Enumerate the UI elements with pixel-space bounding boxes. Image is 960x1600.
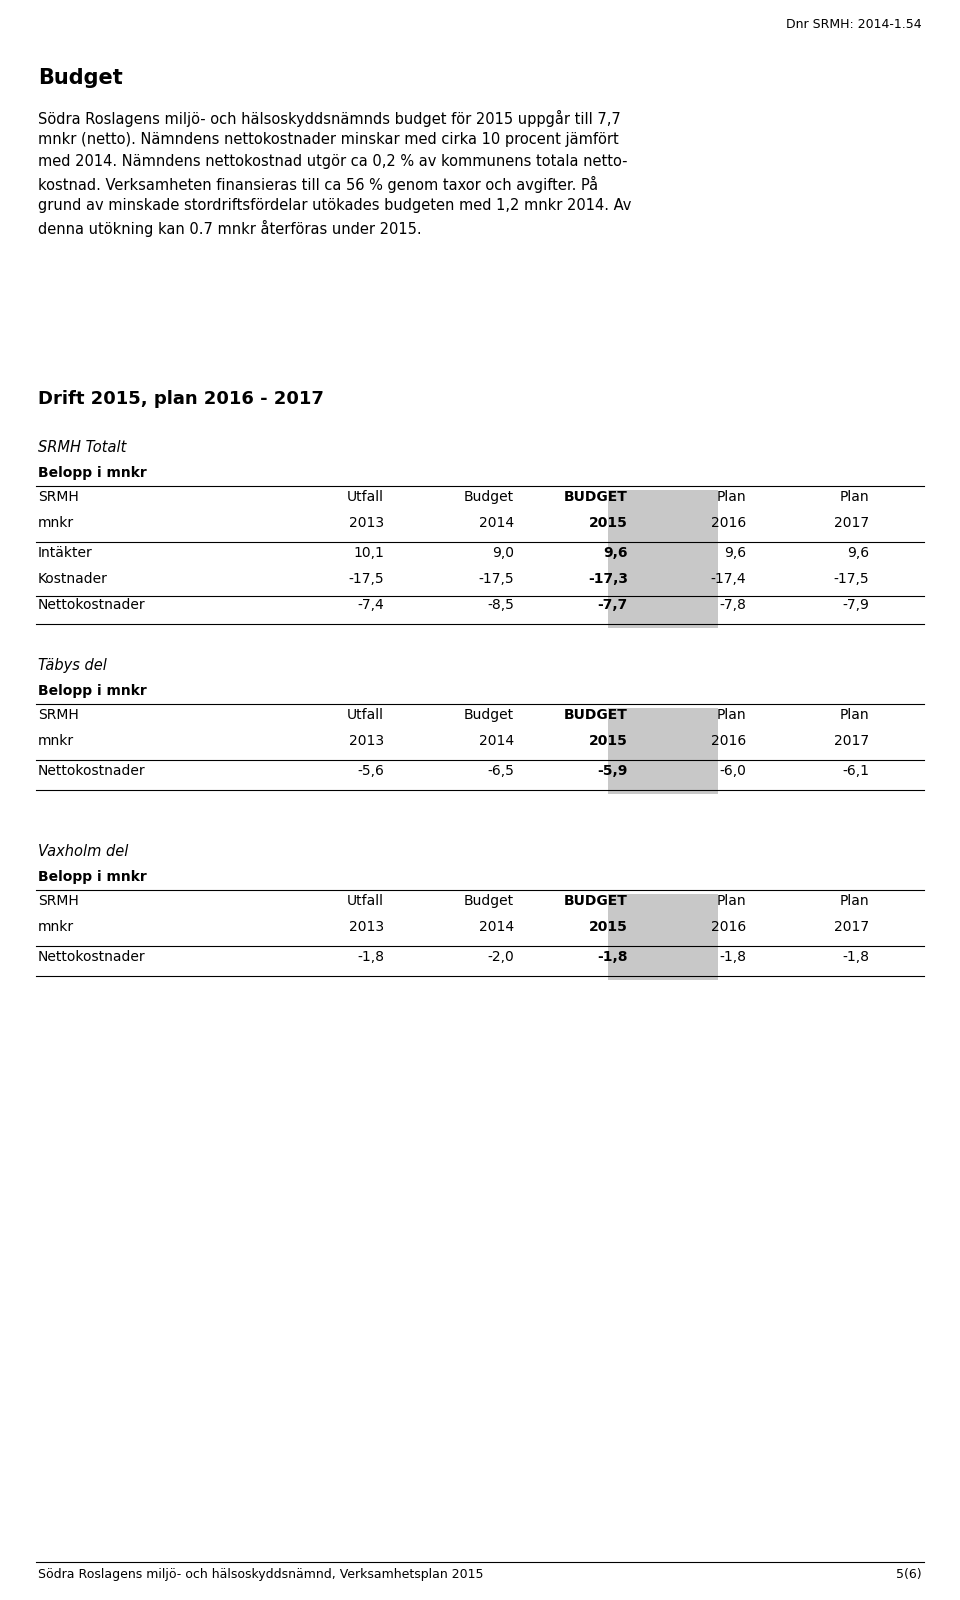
- Text: 2016: 2016: [710, 515, 746, 530]
- Text: Budget: Budget: [464, 707, 514, 722]
- Text: kostnad. Verksamheten finansieras till ca 56 % genom taxor och avgifter. På: kostnad. Verksamheten finansieras till c…: [38, 176, 598, 194]
- Text: Kostnader: Kostnader: [38, 573, 108, 586]
- Text: Intäkter: Intäkter: [38, 546, 93, 560]
- Text: mnkr: mnkr: [38, 734, 74, 749]
- Text: Södra Roslagens miljö- och hälsoskyddsnämnds budget för 2015 uppgår till 7,7: Södra Roslagens miljö- och hälsoskyddsnä…: [38, 110, 621, 126]
- Text: 9,6: 9,6: [847, 546, 869, 560]
- Text: mnkr: mnkr: [38, 515, 74, 530]
- Text: 2014: 2014: [479, 734, 514, 749]
- Text: SRMH Totalt: SRMH Totalt: [38, 440, 127, 454]
- Text: Nettokostnader: Nettokostnader: [38, 765, 146, 778]
- Text: Utfall: Utfall: [347, 490, 384, 504]
- Bar: [608, 490, 718, 627]
- Text: -1,8: -1,8: [597, 950, 628, 963]
- Text: -8,5: -8,5: [487, 598, 514, 611]
- Text: mnkr: mnkr: [38, 920, 74, 934]
- Text: 9,6: 9,6: [604, 546, 628, 560]
- Text: -17,5: -17,5: [833, 573, 869, 586]
- Text: Drift 2015, plan 2016 - 2017: Drift 2015, plan 2016 - 2017: [38, 390, 324, 408]
- Text: SRMH: SRMH: [38, 707, 79, 722]
- Text: mnkr (netto). Nämndens nettokostnader minskar med cirka 10 procent jämfört: mnkr (netto). Nämndens nettokostnader mi…: [38, 133, 619, 147]
- Text: -17,5: -17,5: [478, 573, 514, 586]
- Text: BUDGET: BUDGET: [564, 707, 628, 722]
- Text: 2016: 2016: [710, 734, 746, 749]
- Text: -5,6: -5,6: [357, 765, 384, 778]
- Text: 2017: 2017: [834, 920, 869, 934]
- Text: med 2014. Nämndens nettokostnad utgör ca 0,2 % av kommunens totala netto-: med 2014. Nämndens nettokostnad utgör ca…: [38, 154, 628, 170]
- Text: Plan: Plan: [716, 707, 746, 722]
- Text: BUDGET: BUDGET: [564, 894, 628, 909]
- Text: 9,6: 9,6: [724, 546, 746, 560]
- Text: 10,1: 10,1: [353, 546, 384, 560]
- Text: Budget: Budget: [38, 67, 123, 88]
- Text: SRMH: SRMH: [38, 490, 79, 504]
- Text: -1,8: -1,8: [842, 950, 869, 963]
- Text: -6,5: -6,5: [487, 765, 514, 778]
- Text: -7,9: -7,9: [842, 598, 869, 611]
- Text: -6,1: -6,1: [842, 765, 869, 778]
- Text: -17,4: -17,4: [710, 573, 746, 586]
- Text: -2,0: -2,0: [488, 950, 514, 963]
- Text: -17,5: -17,5: [348, 573, 384, 586]
- Text: Plan: Plan: [839, 707, 869, 722]
- Text: 2013: 2013: [348, 920, 384, 934]
- Text: 2017: 2017: [834, 515, 869, 530]
- Text: -7,8: -7,8: [719, 598, 746, 611]
- Text: Nettokostnader: Nettokostnader: [38, 598, 146, 611]
- Text: 2013: 2013: [348, 515, 384, 530]
- Text: Budget: Budget: [464, 490, 514, 504]
- Text: SRMH: SRMH: [38, 894, 79, 909]
- Text: Plan: Plan: [839, 894, 869, 909]
- Text: Belopp i mnkr: Belopp i mnkr: [38, 870, 147, 883]
- Text: Plan: Plan: [839, 490, 869, 504]
- Text: BUDGET: BUDGET: [564, 490, 628, 504]
- Text: Utfall: Utfall: [347, 894, 384, 909]
- Text: grund av minskade stordriftsfördelar utökades budgeten med 1,2 mnkr 2014. Av: grund av minskade stordriftsfördelar utö…: [38, 198, 632, 213]
- Text: Dnr SRMH: 2014-1.54: Dnr SRMH: 2014-1.54: [786, 18, 922, 30]
- Bar: [608, 707, 718, 794]
- Text: -5,9: -5,9: [598, 765, 628, 778]
- Text: Belopp i mnkr: Belopp i mnkr: [38, 685, 147, 698]
- Text: Utfall: Utfall: [347, 707, 384, 722]
- Text: Belopp i mnkr: Belopp i mnkr: [38, 466, 147, 480]
- Text: -6,0: -6,0: [719, 765, 746, 778]
- Text: Vaxholm del: Vaxholm del: [38, 845, 129, 859]
- Text: -7,7: -7,7: [598, 598, 628, 611]
- Text: 2014: 2014: [479, 920, 514, 934]
- Text: Södra Roslagens miljö- och hälsoskyddsnämnd, Verksamhetsplan 2015: Södra Roslagens miljö- och hälsoskyddsnä…: [38, 1568, 484, 1581]
- Text: -1,8: -1,8: [719, 950, 746, 963]
- Text: 2015: 2015: [589, 515, 628, 530]
- Text: Plan: Plan: [716, 490, 746, 504]
- Text: -17,3: -17,3: [588, 573, 628, 586]
- Text: 2015: 2015: [589, 734, 628, 749]
- Text: -7,4: -7,4: [357, 598, 384, 611]
- Text: 2014: 2014: [479, 515, 514, 530]
- Text: -1,8: -1,8: [357, 950, 384, 963]
- Text: denna utökning kan 0.7 mnkr återföras under 2015.: denna utökning kan 0.7 mnkr återföras un…: [38, 219, 421, 237]
- Text: 2013: 2013: [348, 734, 384, 749]
- Text: 2015: 2015: [589, 920, 628, 934]
- Text: Budget: Budget: [464, 894, 514, 909]
- Bar: [608, 894, 718, 979]
- Text: 5(6): 5(6): [897, 1568, 922, 1581]
- Text: 2016: 2016: [710, 920, 746, 934]
- Text: Plan: Plan: [716, 894, 746, 909]
- Text: 9,0: 9,0: [492, 546, 514, 560]
- Text: 2017: 2017: [834, 734, 869, 749]
- Text: Täbys del: Täbys del: [38, 658, 107, 674]
- Text: Nettokostnader: Nettokostnader: [38, 950, 146, 963]
